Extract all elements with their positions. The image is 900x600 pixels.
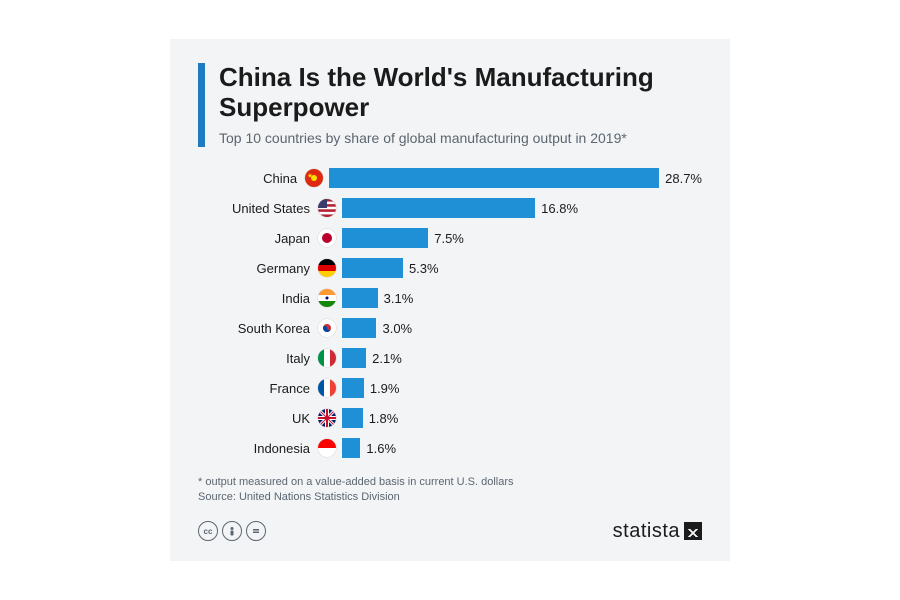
bar <box>342 438 360 458</box>
footer: cc statista <box>198 520 702 543</box>
flag-icon <box>318 409 336 427</box>
country-label: China <box>198 171 305 186</box>
nd-icon <box>246 521 266 541</box>
bar-wrap: 5.3% <box>342 258 702 278</box>
bar-wrap: 1.8% <box>342 408 702 428</box>
value-label: 3.0% <box>382 321 412 336</box>
value-label: 3.1% <box>384 291 414 306</box>
country-label: South Korea <box>198 321 318 336</box>
cc-license-icons: cc <box>198 521 266 541</box>
statista-logo: statista <box>613 520 702 543</box>
cc-icon: cc <box>198 521 218 541</box>
bar <box>342 348 366 368</box>
value-label: 1.9% <box>370 381 400 396</box>
flag-icon <box>318 379 336 397</box>
chart-row: China 28.7% <box>198 165 702 191</box>
value-label: 7.5% <box>434 231 464 246</box>
bar-wrap: 3.0% <box>342 318 702 338</box>
country-label: Germany <box>198 261 318 276</box>
flag-icon <box>318 289 336 307</box>
bar <box>342 318 376 338</box>
chart-row: France 1.9% <box>198 375 702 401</box>
bar <box>342 198 535 218</box>
bar-wrap: 16.8% <box>342 198 702 218</box>
bar <box>342 378 364 398</box>
country-label: Indonesia <box>198 441 318 456</box>
chart-row: South Korea 3.0% <box>198 315 702 341</box>
chart-row: Japan 7.5% <box>198 225 702 251</box>
bar-wrap: 2.1% <box>342 348 702 368</box>
flag-icon <box>318 319 336 337</box>
value-label: 1.6% <box>366 441 396 456</box>
bar <box>342 258 403 278</box>
value-label: 2.1% <box>372 351 402 366</box>
value-label: 28.7% <box>665 171 702 186</box>
footnote-source: Source: United Nations Statistics Divisi… <box>198 490 702 505</box>
chart-row: India 3.1% <box>198 285 702 311</box>
svg-text:cc: cc <box>204 527 213 536</box>
flag-icon <box>318 259 336 277</box>
bar <box>342 408 363 428</box>
bar <box>329 168 659 188</box>
country-label: France <box>198 381 318 396</box>
bar-wrap: 3.1% <box>342 288 702 308</box>
country-label: United States <box>198 201 318 216</box>
header: China Is the World's Manufacturing Super… <box>198 63 702 147</box>
footnote-line: * output measured on a value-added basis… <box>198 475 702 490</box>
bar-wrap: 1.6% <box>342 438 702 458</box>
chart-row: Italy 2.1% <box>198 345 702 371</box>
title: China Is the World's Manufacturing Super… <box>219 63 702 123</box>
flag-icon <box>318 229 336 247</box>
logo-text: statista <box>613 520 680 543</box>
value-label: 1.8% <box>369 411 399 426</box>
bar <box>342 288 378 308</box>
subtitle: Top 10 countries by share of global manu… <box>219 129 702 147</box>
footnote: * output measured on a value-added basis… <box>198 475 702 506</box>
flag-icon <box>305 169 323 187</box>
bar-wrap: 7.5% <box>342 228 702 248</box>
country-label: India <box>198 291 318 306</box>
bar-wrap: 1.9% <box>342 378 702 398</box>
country-label: Japan <box>198 231 318 246</box>
bar-chart: China 28.7% United States 16.8% Japan 7.… <box>198 165 702 461</box>
chart-row: Indonesia 1.6% <box>198 435 702 461</box>
bar <box>342 228 428 248</box>
value-label: 5.3% <box>409 261 439 276</box>
country-label: Italy <box>198 351 318 366</box>
chart-row: UK 1.8% <box>198 405 702 431</box>
infographic-card: China Is the World's Manufacturing Super… <box>170 39 730 561</box>
chart-row: Germany 5.3% <box>198 255 702 281</box>
country-label: UK <box>198 411 318 426</box>
bar-wrap: 28.7% <box>329 168 702 188</box>
flag-icon <box>318 349 336 367</box>
by-icon <box>222 521 242 541</box>
logo-mark-icon <box>684 522 702 540</box>
value-label: 16.8% <box>541 201 578 216</box>
flag-icon <box>318 439 336 457</box>
flag-icon <box>318 199 336 217</box>
chart-row: United States 16.8% <box>198 195 702 221</box>
